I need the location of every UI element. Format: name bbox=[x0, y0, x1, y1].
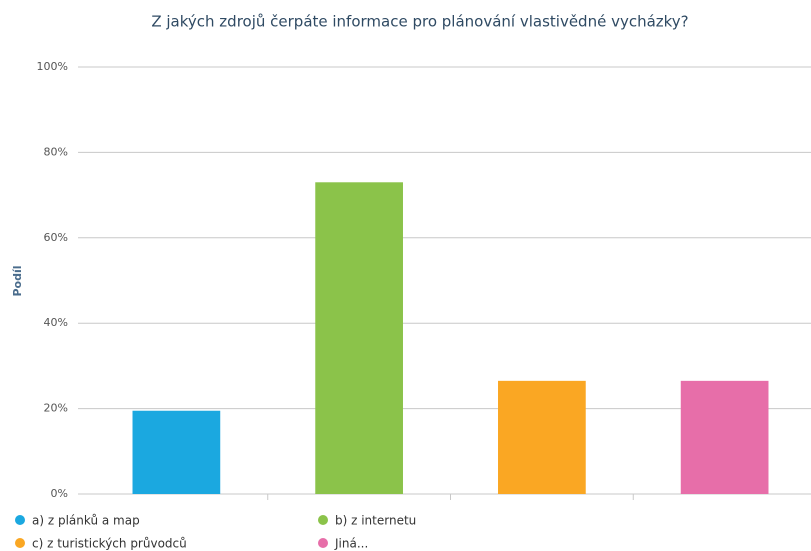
legend-label: b) z internetu bbox=[335, 514, 416, 528]
legend-swatch bbox=[15, 515, 25, 525]
y-tick-label: 80% bbox=[44, 145, 68, 158]
y-tick-label: 40% bbox=[44, 316, 68, 329]
y-tick-label: 20% bbox=[44, 402, 68, 415]
legend-swatch bbox=[15, 538, 25, 548]
chart-title: Z jakých zdrojů čerpáte informace pro pl… bbox=[151, 13, 688, 31]
legend-label: a) z plánků a map bbox=[32, 514, 140, 528]
legend-label: c) z turistických průvodců bbox=[32, 537, 187, 551]
bar bbox=[132, 410, 221, 494]
y-tick-label: 60% bbox=[44, 231, 68, 244]
legend-label: Jiná... bbox=[334, 537, 368, 551]
bar bbox=[680, 380, 769, 494]
bar bbox=[498, 380, 586, 494]
y-tick-label: 0% bbox=[51, 487, 68, 500]
y-axis-label: Podíl bbox=[11, 265, 24, 296]
bar bbox=[315, 182, 403, 495]
y-tick-label: 100% bbox=[37, 60, 68, 73]
legend-swatch bbox=[318, 538, 328, 548]
legend-swatch bbox=[318, 515, 328, 525]
